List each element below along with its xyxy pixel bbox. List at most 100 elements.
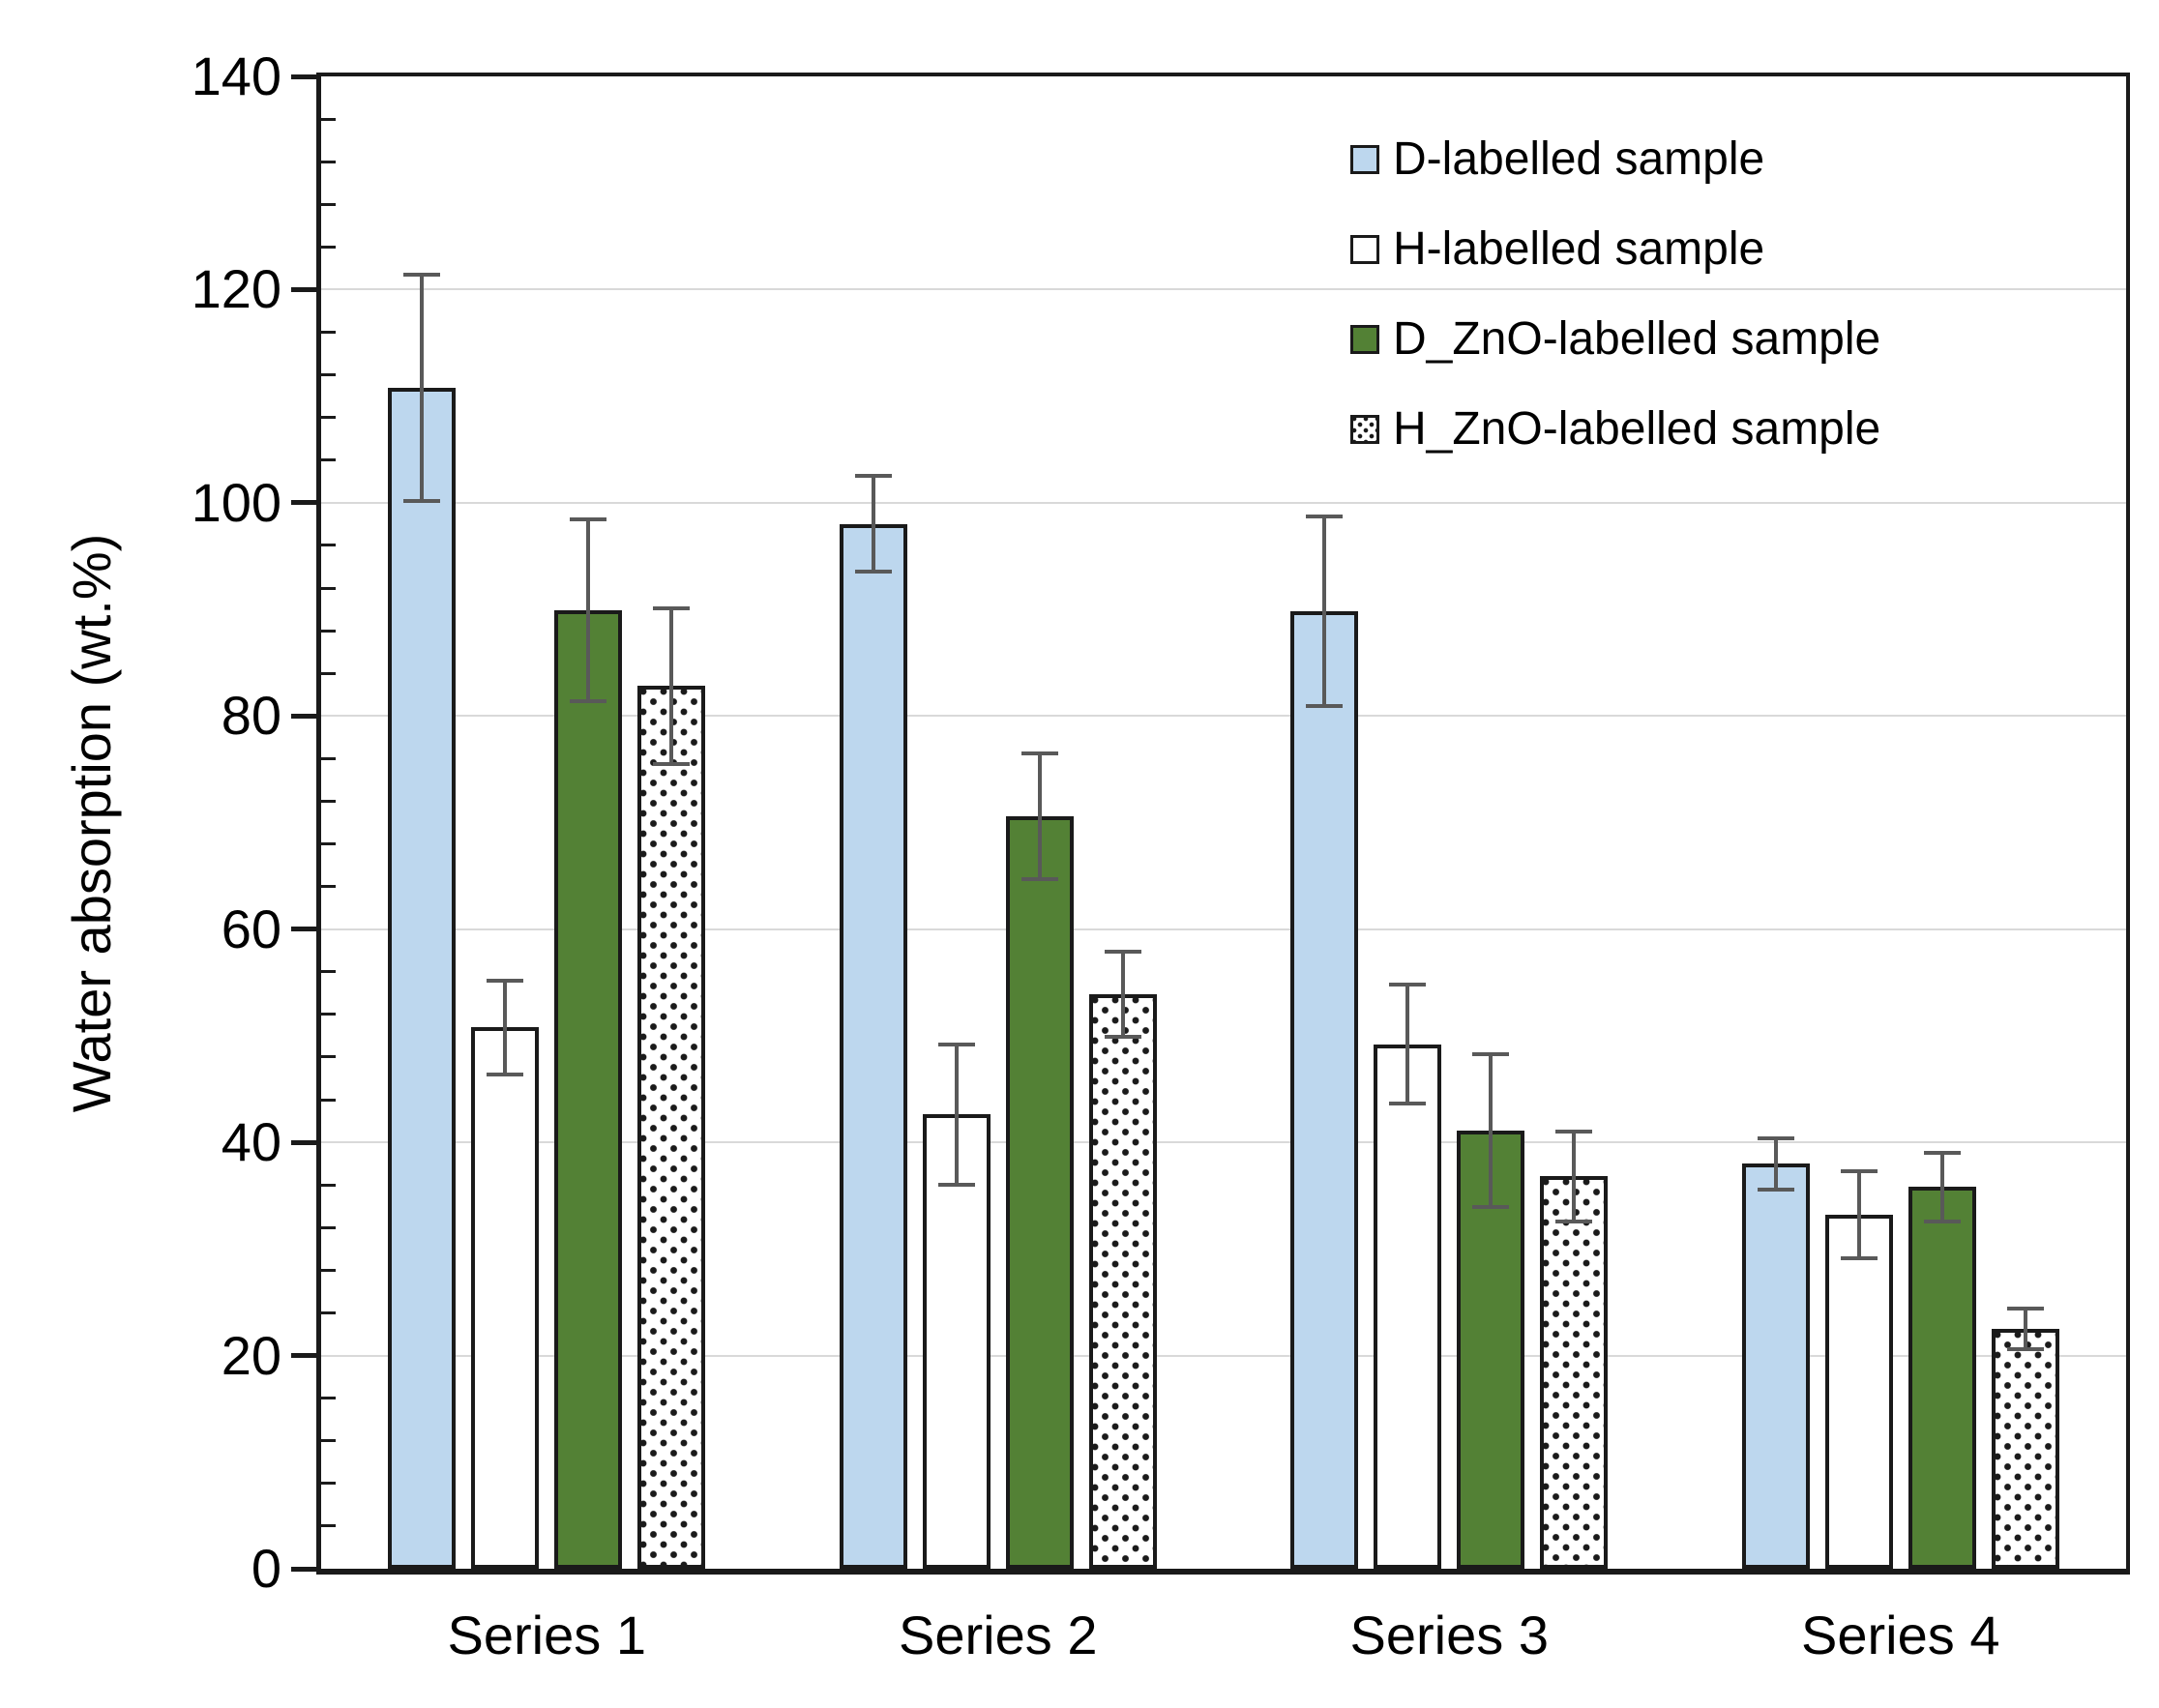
y-minor-tick-132 (321, 160, 336, 163)
bar-series1-d (388, 387, 457, 1569)
error-bar-series2-s1 (871, 476, 875, 573)
error-bar-series1-s3 (586, 519, 591, 701)
error-cap-top-series4-s4 (2006, 1307, 2044, 1311)
y-tick-label-100: 100 (191, 471, 281, 533)
legend-label-2: H-labelled sample (1393, 223, 1765, 275)
y-minor-tick-52 (321, 1013, 336, 1016)
error-cap-top-series4-s3 (1923, 1151, 1961, 1156)
y-minor-tick-92 (321, 586, 336, 590)
y-minor-tick-76 (321, 756, 336, 760)
legend-marker-2-icon (1350, 234, 1379, 264)
error-cap-top-series3-s2 (1389, 983, 1427, 987)
gridline-y-100 (321, 501, 2126, 504)
error-cap-top-series1-s4 (653, 605, 691, 610)
y-major-tick-40 (291, 1139, 316, 1145)
error-bar-series3-s3 (1489, 1053, 1494, 1208)
bar-series3-h (1374, 1044, 1442, 1569)
error-cap-bottom-series2-s2 (937, 1183, 975, 1188)
error-bar-series4-s3 (1939, 1153, 1944, 1222)
legend-marker-4-icon (1350, 414, 1379, 444)
y-major-tick-20 (291, 1353, 316, 1359)
error-cap-top-series3-s1 (1306, 515, 1344, 519)
y-minor-tick-136 (321, 117, 336, 121)
bar-series3-h_zno (1540, 1176, 1609, 1569)
y-minor-tick-32 (321, 1225, 336, 1229)
gridline-y-80 (321, 715, 2126, 718)
error-cap-bottom-series2-s3 (1020, 876, 1058, 881)
legend-item-3: D_ZnO-labelled sample (1350, 294, 1880, 384)
error-bar-series1-s4 (669, 607, 674, 764)
y-minor-tick-64 (321, 885, 336, 889)
y-tick-label-40: 40 (221, 1111, 281, 1173)
y-minor-tick-28 (321, 1268, 336, 1272)
y-tick-label-0: 0 (251, 1538, 281, 1599)
y-major-tick-120 (291, 286, 316, 292)
gridline-y-120 (321, 288, 2126, 291)
error-cap-top-series4-s1 (1757, 1135, 1794, 1140)
error-bar-series2-s4 (1120, 951, 1125, 1037)
error-cap-bottom-series1-s1 (403, 498, 441, 503)
legend-marker-3-icon (1350, 324, 1379, 354)
bar-series2-h_zno (1088, 993, 1157, 1569)
y-minor-tick-124 (321, 245, 336, 249)
error-bar-series3-s2 (1405, 985, 1410, 1104)
error-cap-top-series1-s2 (487, 978, 524, 983)
legend-label-4: H_ZnO-labelled sample (1393, 403, 1881, 455)
bar-series4-h_zno (1991, 1329, 2059, 1569)
y-tick-label-60: 60 (221, 898, 281, 959)
legend-item-1: D-labelled sample (1350, 114, 1880, 204)
y-minor-tick-44 (321, 1098, 336, 1102)
bar-series4-d (1741, 1163, 1810, 1569)
error-cap-top-series4-s2 (1840, 1168, 1878, 1173)
y-minor-tick-108 (321, 416, 336, 420)
y-minor-tick-24 (321, 1310, 336, 1314)
error-bar-series3-s1 (1322, 516, 1327, 707)
y-minor-tick-88 (321, 629, 336, 633)
gridline-y-60 (321, 928, 2126, 930)
error-cap-bottom-series1-s4 (653, 761, 691, 766)
error-bar-series2-s2 (954, 1044, 959, 1186)
y-major-tick-140 (291, 74, 316, 79)
bar-series2-d_zno (1005, 815, 1074, 1569)
error-cap-top-series2-s4 (1104, 949, 1141, 954)
bar-series3-d (1290, 611, 1359, 1569)
y-minor-tick-112 (321, 373, 336, 377)
gridline-y-20 (321, 1354, 2126, 1357)
bar-series2-d (839, 523, 907, 1569)
y-tick-label-20: 20 (221, 1324, 281, 1386)
x-category-label-1: Series 1 (447, 1605, 646, 1665)
error-cap-bottom-series3-s4 (1555, 1219, 1593, 1223)
error-cap-bottom-series2-s1 (854, 570, 892, 574)
error-cap-bottom-series4-s1 (1757, 1187, 1794, 1192)
bar-series1-h (471, 1027, 540, 1569)
y-minor-tick-4 (321, 1524, 336, 1528)
legend-label-3: D_ZnO-labelled sample (1393, 313, 1881, 365)
x-category-label-4: Series 4 (1801, 1605, 2000, 1665)
bar-series1-h_zno (637, 686, 706, 1569)
error-cap-top-series1-s3 (570, 517, 607, 522)
y-minor-tick-128 (321, 202, 336, 206)
x-category-label-2: Series 2 (899, 1605, 1098, 1665)
bar-series4-d_zno (1908, 1187, 1976, 1569)
x-category-label-3: Series 3 (1349, 1605, 1549, 1665)
error-bar-series4-s1 (1773, 1137, 1778, 1190)
y-minor-tick-12 (321, 1439, 336, 1443)
error-bar-series4-s2 (1856, 1170, 1861, 1259)
y-minor-tick-36 (321, 1183, 336, 1187)
y-minor-tick-8 (321, 1482, 336, 1486)
legend-marker-1-icon (1350, 144, 1379, 174)
error-cap-bottom-series3-s3 (1472, 1205, 1510, 1210)
legend-item-2: H-labelled sample (1350, 204, 1880, 294)
y-minor-tick-104 (321, 458, 336, 462)
error-cap-bottom-series4-s4 (2006, 1346, 2044, 1351)
legend: D-labelled sample H-labelled sample D_ZnO-… (1350, 114, 1880, 474)
error-cap-bottom-series4-s3 (1923, 1219, 1961, 1223)
y-axis-title: Water absorption (wt.%) (61, 533, 122, 1113)
y-major-tick-100 (291, 500, 316, 506)
bar-series1-d_zno (554, 610, 623, 1569)
error-cap-top-series2-s2 (937, 1042, 975, 1046)
error-bar-series4-s4 (2023, 1309, 2027, 1349)
y-minor-tick-116 (321, 331, 336, 334)
gridline-y-40 (321, 1141, 2126, 1144)
error-bar-series1-s1 (420, 274, 425, 501)
